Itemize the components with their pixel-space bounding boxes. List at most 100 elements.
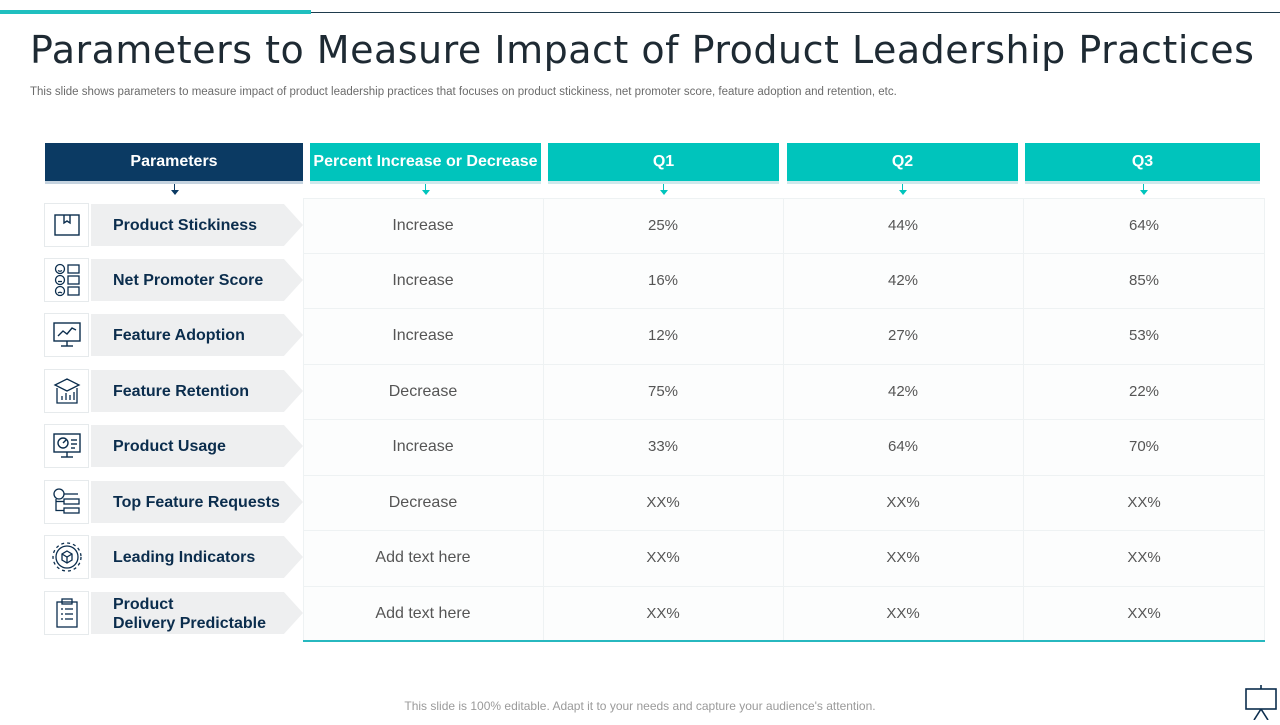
- parameter-label-line1: Product: [113, 595, 174, 613]
- q2-cell: XX%: [886, 494, 920, 511]
- header-q3: Q3: [1025, 143, 1260, 181]
- direction-cell: Decrease: [388, 493, 458, 511]
- top-accent-bar: [0, 10, 311, 14]
- box-icon: [44, 203, 89, 247]
- q1-cell: 25%: [647, 217, 679, 234]
- label-tab: [91, 204, 303, 246]
- table-row: Product Stickiness Increase 25% 44% 64%: [44, 198, 1265, 253]
- q2-cell: 27%: [887, 327, 919, 344]
- q1-cell: XX%: [646, 494, 680, 511]
- feedback-faces-icon: [44, 258, 89, 302]
- parameter-label: Product Stickiness: [113, 217, 258, 234]
- header-direction: Percent Increase or Decrease: [310, 143, 541, 181]
- parameter-label: Feature Adoption: [113, 327, 245, 344]
- arrow-down-icon: [899, 184, 907, 196]
- header-parameters: Parameters: [45, 143, 303, 181]
- table-row: Product Delivery Predictable Add text he…: [44, 586, 1265, 641]
- direction-cell: Increase: [392, 216, 454, 234]
- column-divider: [783, 198, 784, 641]
- table-bottom-line: [303, 640, 1265, 642]
- arrow-down-icon: [171, 184, 179, 196]
- arrow-down-icon: [660, 184, 668, 196]
- direction-cell: Increase: [392, 271, 454, 289]
- q1-cell: XX%: [646, 549, 680, 566]
- parameter-label: Net Promoter Score: [113, 272, 264, 289]
- table-row: Product Usage Increase 33% 64% 70%: [44, 419, 1265, 474]
- row-divider: [303, 419, 1265, 420]
- table-row: Net Promoter Score Increase 16% 42% 85%: [44, 253, 1265, 308]
- column-divider: [303, 198, 304, 641]
- direction-cell: Increase: [392, 437, 454, 455]
- header-q1: Q1: [548, 143, 779, 181]
- direction-cell: Increase: [392, 326, 454, 344]
- label-tab: [91, 425, 303, 467]
- parameter-label: Product Usage: [113, 438, 226, 455]
- q2-cell: 42%: [887, 272, 919, 289]
- direction-cell: Add text here: [375, 604, 471, 622]
- header-underline: [548, 181, 779, 184]
- monitor-chart-icon: [44, 313, 89, 357]
- row-divider: [303, 198, 1265, 199]
- q1-cell: XX%: [646, 605, 680, 622]
- q3-cell: 64%: [1128, 217, 1160, 234]
- q3-cell: XX%: [1127, 549, 1161, 566]
- column-divider: [1023, 198, 1024, 641]
- header-underline: [1025, 181, 1260, 184]
- header-underline: [45, 181, 303, 184]
- monitor-dashboard-icon: [44, 424, 89, 468]
- label-tab: [91, 370, 303, 412]
- parameter-label-line2: Delivery Predictable: [113, 614, 266, 632]
- q1-cell: 16%: [647, 272, 679, 289]
- row-divider: [303, 530, 1265, 531]
- presentation-board-icon: [1243, 684, 1279, 721]
- table-row: Feature Adoption Increase 12% 27% 53%: [44, 308, 1265, 363]
- clipboard-list-icon: [44, 591, 89, 635]
- label-tab: [91, 259, 303, 301]
- header-underline: [787, 181, 1018, 184]
- parameter-label: Product Delivery Predictable: [113, 586, 266, 641]
- q1-cell: 75%: [647, 383, 679, 400]
- request-list-icon: [44, 480, 89, 524]
- direction-cell: Decrease: [388, 382, 458, 400]
- parameter-label: Top Feature Requests: [113, 494, 280, 511]
- page-title: Parameters to Measure Impact of Product …: [30, 28, 1255, 72]
- table-row: Top Feature Requests Decrease XX% XX% XX…: [44, 475, 1265, 530]
- q1-cell: 12%: [647, 327, 679, 344]
- table-row: Feature Retention Decrease 75% 42% 22%: [44, 364, 1265, 419]
- q3-cell: XX%: [1127, 605, 1161, 622]
- q3-cell: 85%: [1128, 272, 1160, 289]
- column-divider: [543, 198, 544, 641]
- q3-cell: 53%: [1128, 327, 1160, 344]
- row-divider: [303, 475, 1265, 476]
- footer-note: This slide is 100% editable. Adapt it to…: [404, 699, 876, 713]
- parameter-label: Leading Indicators: [113, 549, 256, 566]
- q2-cell: 44%: [887, 217, 919, 234]
- q2-cell: XX%: [886, 605, 920, 622]
- open-box-chart-icon: [44, 369, 89, 413]
- q2-cell: 42%: [887, 383, 919, 400]
- label-tab: [91, 592, 303, 634]
- direction-cell: Add text here: [375, 548, 471, 566]
- label-tab: [91, 536, 303, 578]
- gear-cube-icon: [44, 535, 89, 579]
- q3-cell: 70%: [1128, 438, 1160, 455]
- parameter-label: Feature Retention: [113, 383, 250, 400]
- header-q2: Q2: [787, 143, 1018, 181]
- q1-cell: 33%: [647, 438, 679, 455]
- arrow-down-icon: [422, 184, 430, 196]
- top-divider: [0, 12, 1280, 13]
- q2-cell: XX%: [886, 549, 920, 566]
- page-subtitle: This slide shows parameters to measure i…: [30, 86, 897, 98]
- label-tab: [91, 481, 303, 523]
- q3-cell: 22%: [1128, 383, 1160, 400]
- row-divider: [303, 308, 1265, 309]
- row-divider: [303, 253, 1265, 254]
- table-row: Leading Indicators Add text here XX% XX%…: [44, 530, 1265, 585]
- column-divider: [1264, 198, 1265, 641]
- q2-cell: 64%: [887, 438, 919, 455]
- label-tab: [91, 314, 303, 356]
- row-divider: [303, 364, 1265, 365]
- q3-cell: XX%: [1127, 494, 1161, 511]
- row-divider: [303, 586, 1265, 587]
- arrow-down-icon: [1140, 184, 1148, 196]
